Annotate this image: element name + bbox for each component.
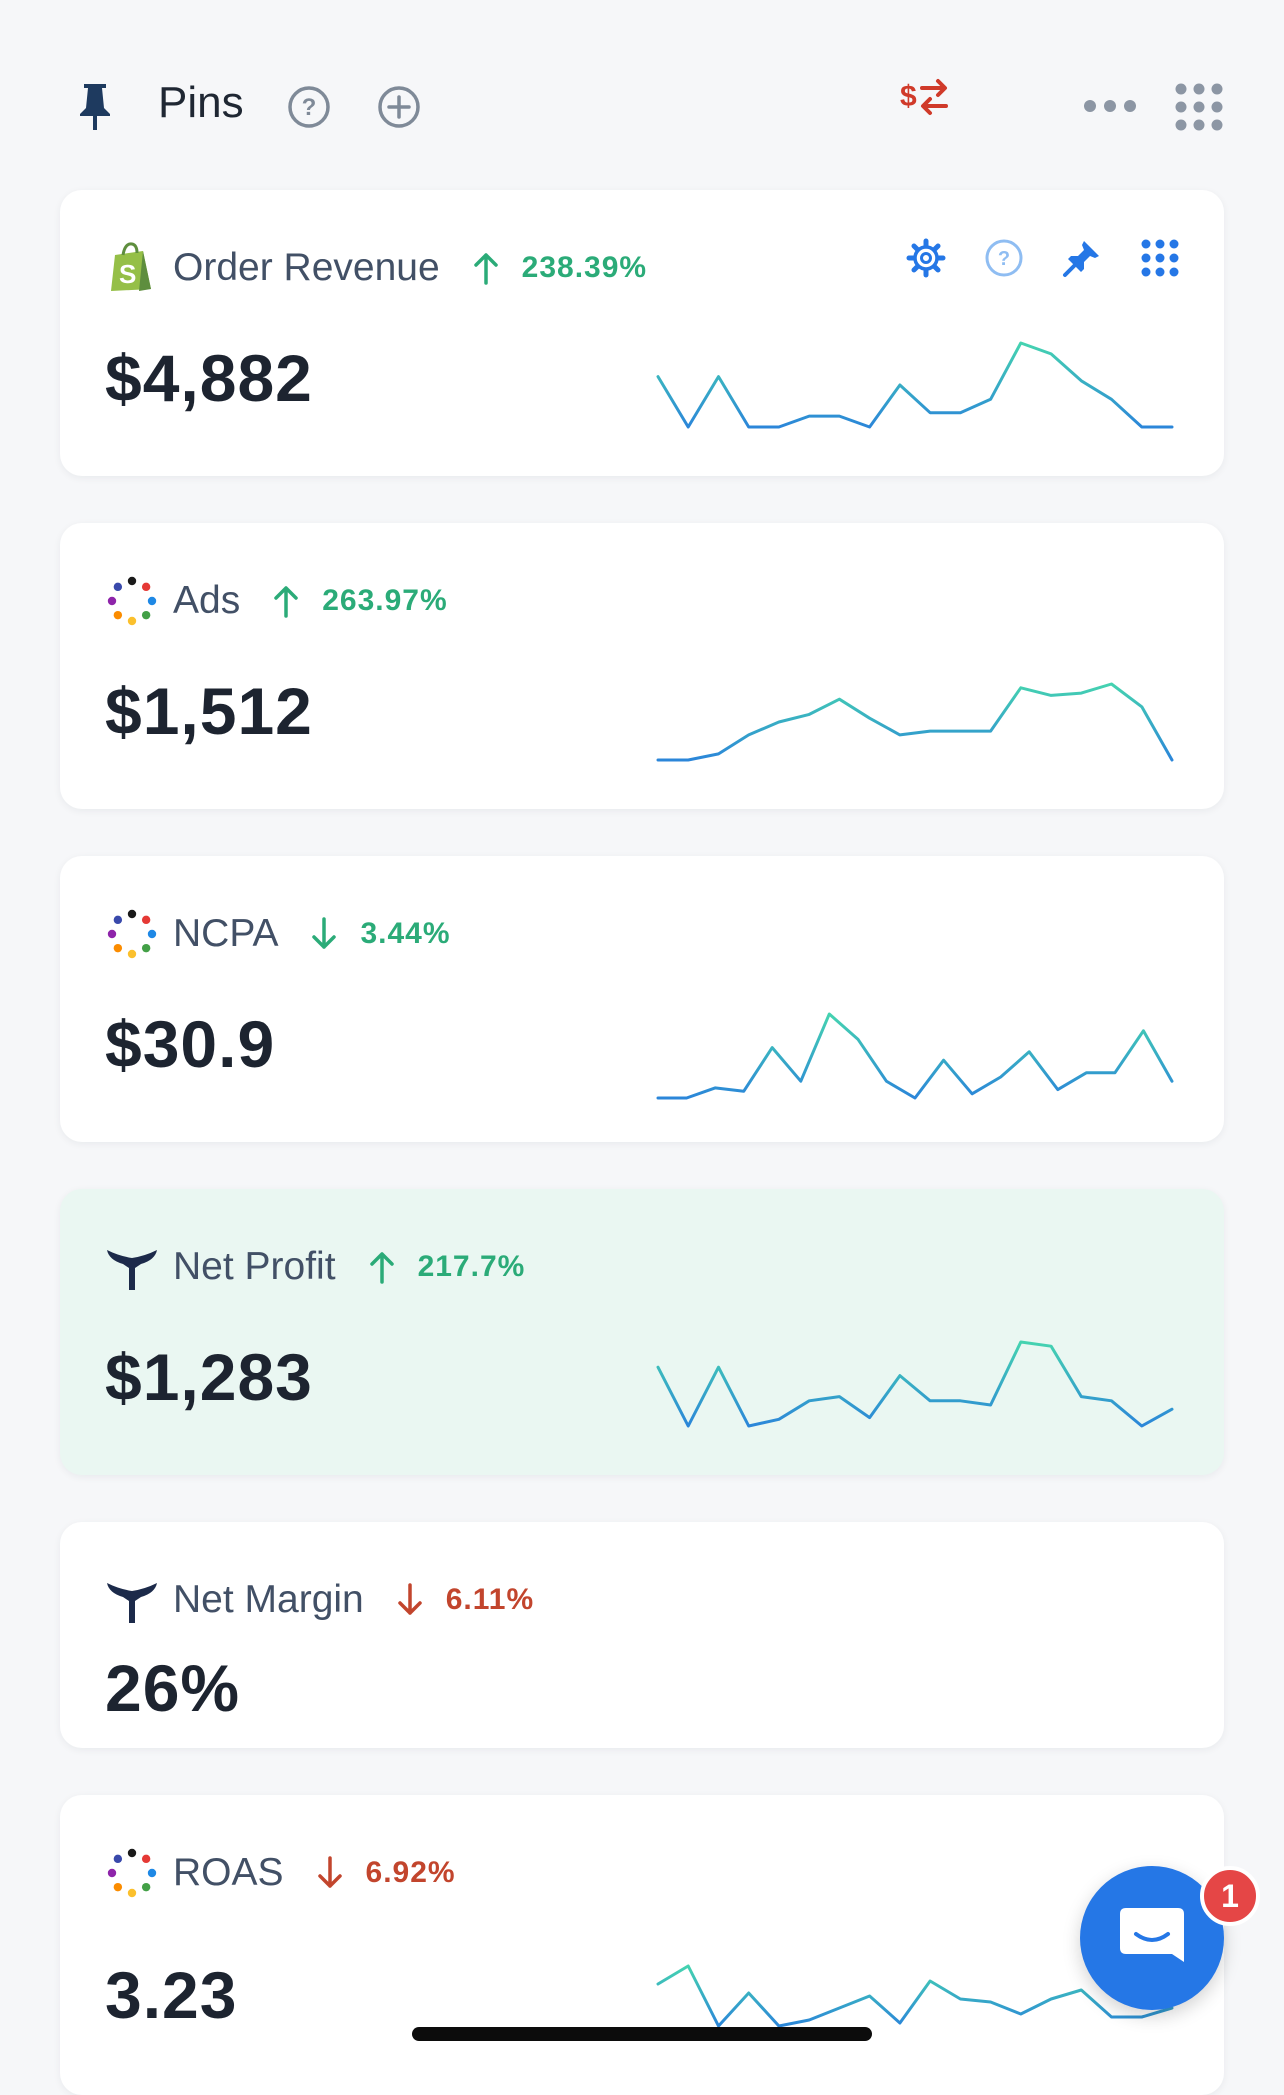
metric-change: 6.92%: [316, 1856, 456, 1890]
metric-name: Net Margin: [173, 1578, 364, 1621]
arrow-up-icon: [274, 586, 298, 618]
metric-value: $30.9: [105, 1007, 276, 1081]
arrow-up-icon: [369, 1252, 394, 1284]
metric-value: 3.23: [105, 1958, 238, 2032]
sparkline-series: [656, 1964, 1174, 2028]
metric-change-value: 263.97%: [322, 584, 448, 617]
help-icon[interactable]: ?: [286, 84, 332, 130]
metric-value: $4,882: [105, 341, 313, 415]
chat-icon: [1120, 1908, 1184, 1962]
metric-card-header: Net Profit 217.7%: [105, 1237, 525, 1297]
metric-change: 6.11%: [396, 1583, 534, 1617]
multicolor-dots-icon: [107, 576, 157, 626]
metric-change-value: 217.7%: [417, 1250, 526, 1283]
metric-card[interactable]: S Order Revenue 238.39%? $4,882: [60, 190, 1224, 476]
metric-card[interactable]: Net Margin 6.11% 26%: [60, 1522, 1224, 1748]
metric-card-header: Ads 263.97%: [105, 571, 448, 631]
triple-whale-icon: [107, 1583, 157, 1623]
metric-card-header: ROAS 6.92%: [105, 1843, 456, 1903]
sparkline-series: [656, 682, 1174, 762]
metric-name: Order Revenue: [173, 246, 440, 289]
metric-change: 238.39%: [472, 251, 647, 285]
triple-whale-icon: [107, 1250, 157, 1290]
metric-sparkline: [655, 1011, 1175, 1101]
multicolor-dots-icon: [107, 1848, 157, 1898]
metric-card[interactable]: Ads 263.97% $1,512: [60, 523, 1224, 809]
metric-change-value: 238.39%: [521, 251, 648, 284]
pin-icon[interactable]: [1062, 238, 1102, 278]
add-circle-icon[interactable]: [376, 84, 422, 130]
metric-card-header: S Order Revenue 238.39%: [105, 238, 647, 298]
sparkline-chart: [656, 1012, 1174, 1100]
arrow-down-icon: [397, 1583, 422, 1615]
svg-text:?: ?: [998, 248, 1010, 270]
home-indicator: [412, 2027, 872, 2041]
metric-card-header: NCPA 3.44%: [105, 904, 451, 964]
sparkline-series: [656, 341, 1174, 429]
metric-change: 263.97%: [272, 584, 447, 618]
sparkline-chart: [656, 682, 1174, 762]
settings-icon[interactable]: [906, 238, 946, 278]
metric-change-value: 6.11%: [445, 1583, 535, 1616]
metric-name: Ads: [173, 579, 241, 622]
svg-text:?: ?: [302, 94, 317, 121]
multicolor-dots-icon: [107, 909, 157, 959]
metric-change: 217.7%: [368, 1250, 526, 1284]
currency-exchange-icon[interactable]: $: [898, 76, 950, 120]
notification-badge: 1: [1200, 1866, 1260, 1926]
sparkline-chart: [656, 1340, 1174, 1428]
metric-sparkline: [655, 1963, 1175, 2029]
metric-card[interactable]: Net Profit 217.7% $1,283: [60, 1189, 1224, 1475]
metric-name: ROAS: [173, 1851, 284, 1894]
top-bar: Pins ? $: [0, 0, 1284, 190]
svg-text:S: S: [119, 259, 136, 289]
sparkline-chart: [656, 341, 1174, 429]
metric-change-value: 3.44%: [360, 917, 451, 950]
metric-value: $1,512: [105, 674, 313, 748]
metric-value: 26%: [105, 1651, 241, 1725]
metric-value: $1,283: [105, 1340, 313, 1414]
metric-sparkline: [655, 340, 1175, 430]
arrow-down-icon: [312, 917, 337, 949]
help-icon[interactable]: ?: [984, 238, 1024, 278]
sparkline-series: [656, 1012, 1174, 1100]
sparkline-chart: [656, 1964, 1174, 2028]
svg-text:$: $: [900, 80, 917, 113]
metric-sparkline: [655, 681, 1175, 763]
metric-sparkline: [655, 1339, 1175, 1429]
page-title: Pins: [158, 78, 244, 127]
pin-icon: [80, 84, 110, 130]
apps-grid-icon[interactable]: [1174, 82, 1224, 132]
metric-card[interactable]: NCPA 3.44% $30.9: [60, 856, 1224, 1142]
metric-card-header: Net Margin 6.11%: [105, 1570, 534, 1630]
metric-name: NCPA: [173, 912, 279, 955]
drag-grid-icon[interactable]: [1140, 238, 1180, 278]
sparkline-series: [656, 1340, 1174, 1428]
shopify-icon: S: [111, 242, 151, 291]
more-horizontal-icon[interactable]: [1082, 98, 1138, 114]
metric-card[interactable]: ROAS 6.92% 3.23: [60, 1795, 1224, 2095]
metric-change-value: 6.92%: [365, 1856, 456, 1889]
metric-change: 3.44%: [310, 917, 450, 951]
metric-card-toolbar: ?: [906, 238, 1180, 278]
arrow-up-icon: [473, 253, 498, 285]
arrow-down-icon: [317, 1856, 342, 1888]
metric-name: Net Profit: [173, 1245, 336, 1288]
